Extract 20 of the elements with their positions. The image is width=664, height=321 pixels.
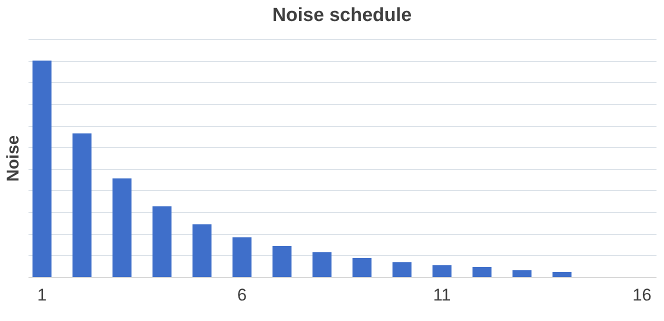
bar [312,252,332,277]
bar [32,60,52,277]
bar [392,262,412,277]
chart-title: Noise schedule [272,5,412,26]
bar [352,258,372,277]
bar [232,237,252,277]
x-tick-label: 16 [632,286,652,304]
bar [72,133,92,277]
x-tick-label: 6 [237,286,247,304]
bar [472,267,492,277]
bar [512,270,532,277]
bar [432,265,452,277]
y-axis-title: Noise [4,135,22,182]
bar [552,272,572,277]
bar [112,178,132,277]
bar [152,206,172,277]
bar [192,224,212,277]
x-tick-label: 11 [433,286,451,304]
bar [272,246,292,277]
x-tick-label: 1 [37,286,47,304]
